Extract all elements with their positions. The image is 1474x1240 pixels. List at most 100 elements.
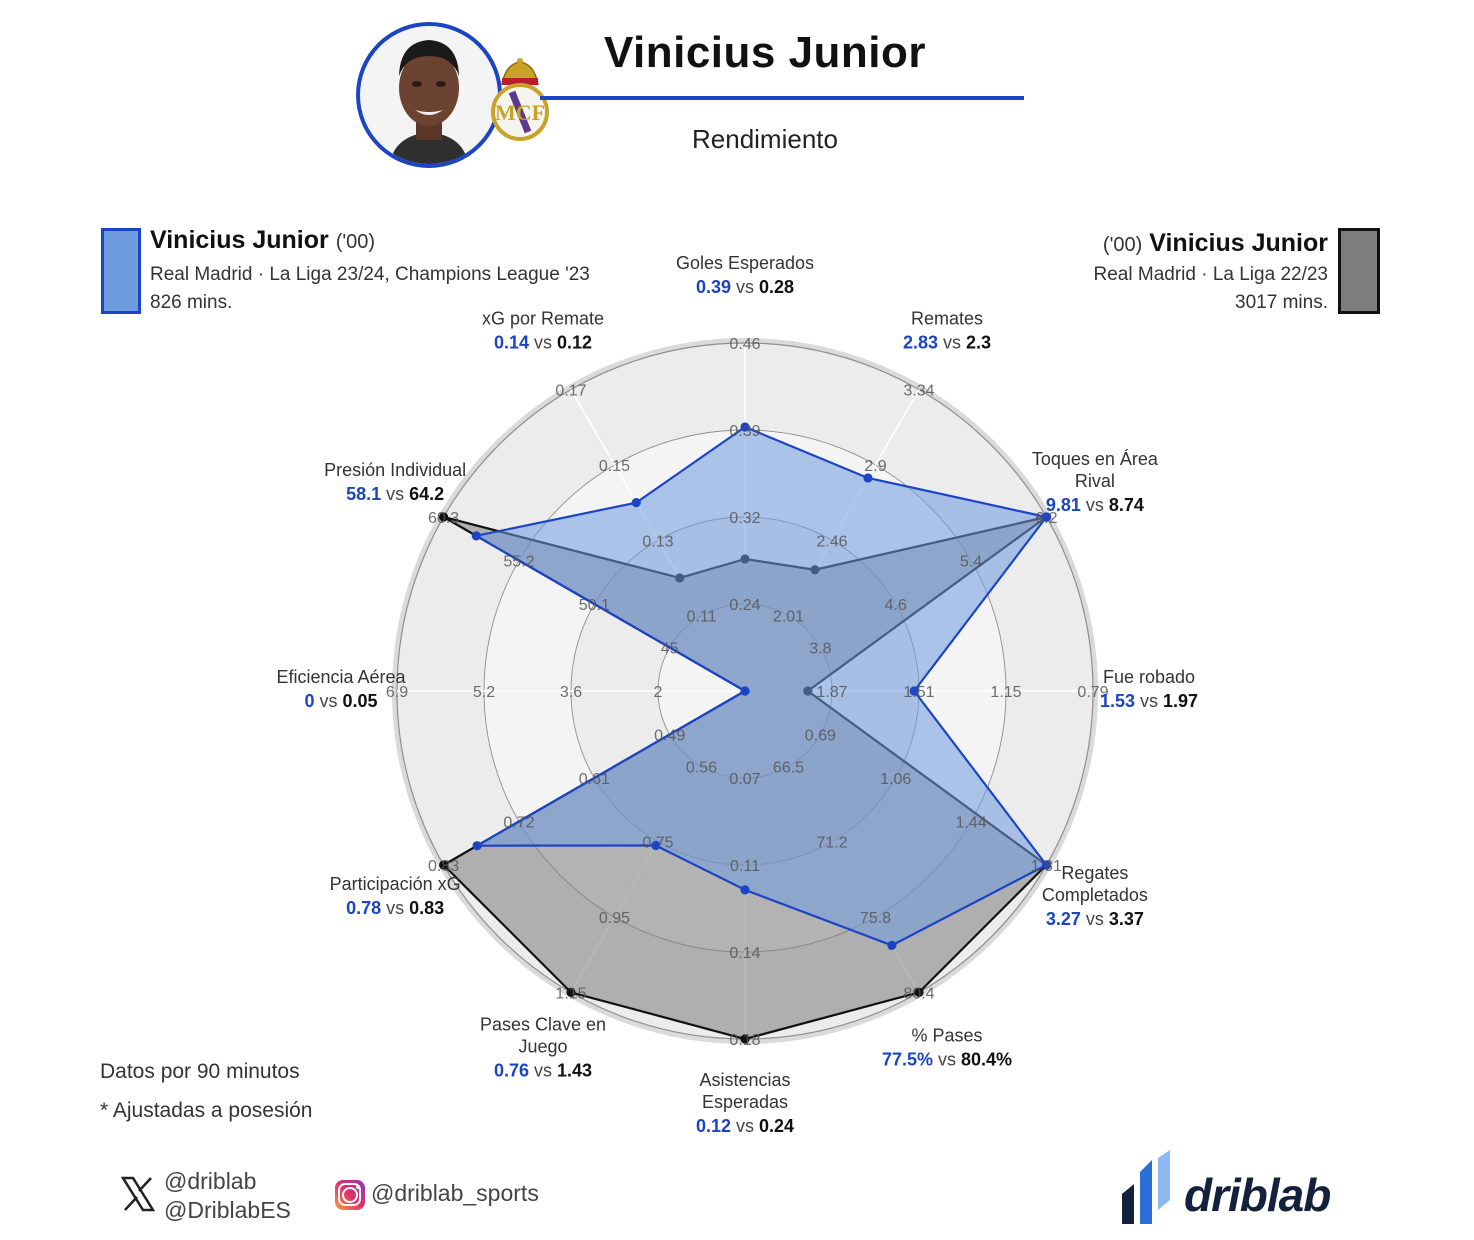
series-current-point [471,531,481,541]
radar-tick-label: 50.1 [579,597,610,614]
radar-axis-label: Remates [911,308,983,328]
radar-axis-label: Goles Esperados [676,253,814,273]
legend-player-name: Vinicius Junior [1149,229,1328,257]
legend-player-birth-year: ('00) [1102,234,1143,256]
radar-tick-label: 60.3 [428,510,459,527]
radar-tick-label: 55.2 [503,554,534,571]
twitter-handle-link[interactable]: @driblab [164,1168,257,1194]
driblab-logo-icon [1118,1150,1178,1228]
legend-minutes-previous: 3017 mins. [1235,292,1328,313]
series-current-point [631,498,641,508]
radar-axis-label: Participación xG [330,874,461,894]
radar-tick-label: 1.87 [816,684,847,701]
radar-axis-label: Presión Individual [324,460,466,480]
value-current: 9.81 [1046,495,1081,515]
radar-axis-label: Asistencias [699,1070,790,1090]
driblab-wordmark: driblab [1184,1169,1331,1221]
radar-tick-label: 71.2 [816,835,847,852]
radar-axis-values: 0.76 vs 1.43 [494,1061,592,1081]
legend-competition-current: Real Madrid · La Liga 23/24, Champions L… [150,264,590,285]
radar-tick-label: 66.5 [773,759,804,776]
radar-axis-values: 2.83 vs 2.3 [903,332,991,352]
radar-axis-label: Pases Clave en [480,1015,606,1035]
radar-tick-label: 0.49 [654,728,685,745]
radar-axis-values: 9.81 vs 8.74 [1046,495,1144,515]
radar-axis-values: 77.5% vs 80.4% [882,1050,1012,1070]
legend-swatch-current [101,228,141,314]
series-current-point [740,686,750,696]
radar-axis-label-group: Goles Esperados 0.39 vs 0.28 [676,253,814,297]
value-current: 0.78 [346,898,381,918]
radar-axis-label-group: xG por Remate 0.14 vs 0.12 [482,308,604,352]
value-current: 0.39 [696,277,731,297]
radar-tick-label: 0.75 [642,835,673,852]
radar-tick-label: 0.46 [729,336,760,353]
radar-axis-values: 0.12 vs 0.24 [696,1116,794,1136]
radar-axis-values: 0.78 vs 0.83 [346,898,444,918]
value-previous: 80.4% [961,1050,1012,1070]
svg-text:MCF: MCF [495,100,545,125]
series-current-point [909,686,919,696]
value-current: 0.14 [494,332,529,352]
value-previous: 0.12 [557,332,592,352]
radar-tick-label: 75.8 [860,910,891,927]
radar-tick-label: 1.15 [990,684,1021,701]
radar-tick-label: 3.8 [809,641,831,658]
radar-tick-label: 0.15 [599,458,630,475]
value-previous: 2.3 [966,332,991,352]
series-current-point [1041,860,1051,870]
radar-tick-label: 1.15 [555,985,586,1002]
radar-tick-label: 0.83 [428,858,459,875]
radar-tick-label: 2 [654,684,663,701]
radar-axis-label: Regates [1061,863,1128,883]
radar-axis-label: Juego [518,1037,567,1057]
vs-label: vs [381,898,409,918]
radar-tick-label: 0.07 [729,771,760,788]
vs-label: vs [381,484,409,504]
vs-label: vs [731,277,759,297]
radar-tick-label: 0.11 [687,609,717,626]
twitter-handle-es-link[interactable]: @DriblabES [164,1197,291,1223]
radar-axis-label: Completados [1042,885,1148,905]
radar-axis-label: Esperadas [702,1092,788,1112]
value-current: 3.27 [1046,909,1081,929]
page-subtitle: Rendimiento [692,124,838,154]
radar-tick-label: 0.18 [729,1032,760,1049]
radar-axis-label: Rival [1075,471,1115,491]
vs-label: vs [933,1050,961,1070]
legend-minutes-current: 826 mins. [150,292,233,313]
radar-tick-label: 0.79 [1077,684,1108,701]
value-previous: 0.83 [409,898,444,918]
per90-note: Datos por 90 minutos [100,1060,300,1083]
instagram-icon[interactable] [335,1180,365,1210]
value-previous: 3.37 [1109,909,1144,929]
series-previous-point [566,987,576,997]
radar-axis-label: Toques en Área [1032,449,1159,469]
radar-axis-values: 0.14 vs 0.12 [494,332,592,352]
radar-tick-label: 0.24 [729,597,760,614]
radar-tick-label: 0.14 [729,945,760,962]
radar-axis-label: Fue robado [1103,667,1195,687]
radar-tick-label: 45 [661,641,679,658]
series-current-point [863,473,873,483]
series-current-point [740,422,750,432]
vs-label: vs [529,1061,557,1081]
radar-tick-label: 3.6 [560,684,582,701]
series-current-point [651,840,661,851]
radar-tick-label: 0.11 [730,858,760,875]
instagram-handle-link[interactable]: @driblab_sports [371,1180,539,1206]
radar-tick-label: 6.2 [1035,510,1057,527]
radar-tick-label: 0.95 [599,910,630,927]
radar-tick-label: 5.2 [473,684,495,701]
x-twitter-icon[interactable] [120,1174,156,1214]
radar-axis-label-group: Presión Individual 58.1 vs 64.2 [324,460,466,504]
player-photo [356,22,502,168]
real-madrid-crest-icon: MCF [488,58,552,142]
radar-tick-label: 0.56 [686,759,717,776]
radar-axis-label-group: % Pases 77.5% vs 80.4% [882,1026,1012,1070]
series-current-point [887,940,897,950]
radar-tick-label: 5.4 [960,554,982,571]
value-current: 0.12 [696,1116,731,1136]
radar-axis-values: 58.1 vs 64.2 [346,484,444,504]
